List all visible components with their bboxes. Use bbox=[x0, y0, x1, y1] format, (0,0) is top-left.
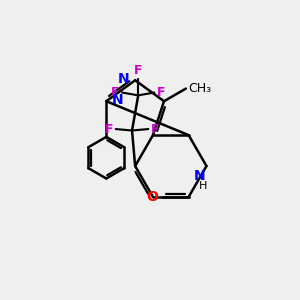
Text: N: N bbox=[118, 72, 130, 86]
Text: F: F bbox=[157, 86, 165, 99]
Text: O: O bbox=[146, 190, 158, 204]
Text: N: N bbox=[112, 93, 123, 107]
Text: N: N bbox=[194, 169, 206, 183]
Text: F: F bbox=[151, 123, 159, 136]
Text: F: F bbox=[111, 86, 120, 99]
Text: CH₃: CH₃ bbox=[188, 82, 212, 95]
Text: H: H bbox=[199, 182, 208, 191]
Text: F: F bbox=[105, 123, 113, 136]
Text: F: F bbox=[134, 64, 142, 76]
